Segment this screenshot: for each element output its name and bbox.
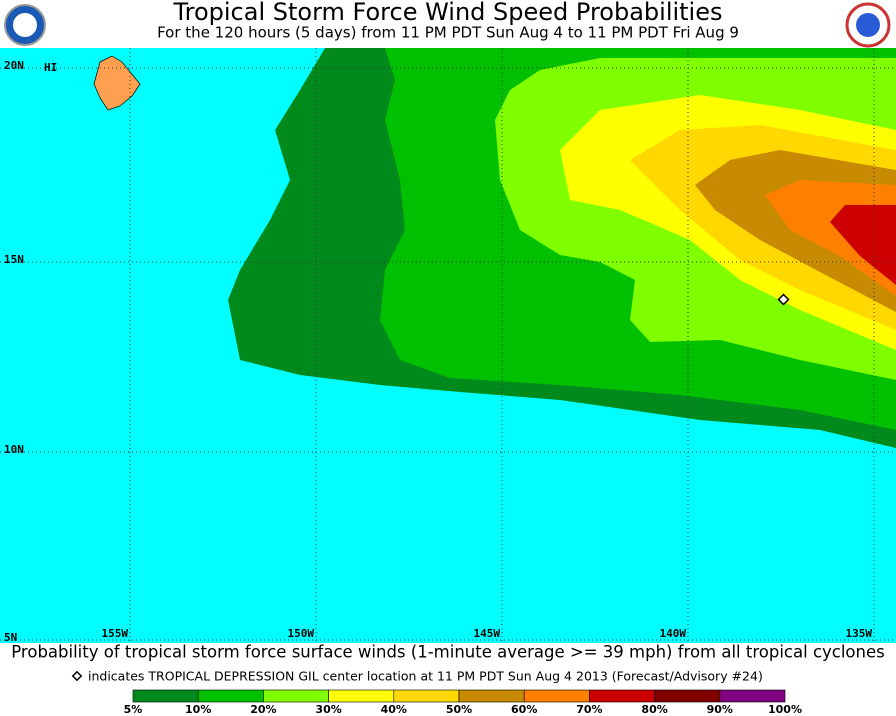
legend-swatch (197, 689, 264, 703)
lon-label: 145W (474, 627, 501, 640)
legend-swatch (654, 689, 721, 703)
legend-label: 100% (768, 703, 802, 716)
lon-label: 140W (660, 627, 687, 640)
legend-label: 10% (185, 703, 211, 716)
lat-label: 15N (4, 253, 24, 266)
legend-swatch (328, 689, 395, 703)
legend-swatch (393, 689, 460, 703)
caption: Probability of tropical storm force surf… (11, 643, 884, 662)
legend-label: 5% (124, 703, 143, 716)
legend-label: 30% (315, 703, 341, 716)
legend-swatch (263, 689, 329, 703)
legend: 5% 10% 20% 30% 40% 50% 60% 70% 80% 90% 100% (124, 689, 802, 716)
title: Tropical Storm Force Wind Speed Probabil… (172, 0, 722, 26)
logo (856, 13, 880, 37)
place-label: HI (44, 61, 57, 74)
lat-label: 20N (4, 59, 24, 72)
subtitle: For the 120 hours (5 days) from 11 PM PD… (157, 24, 739, 42)
grid (0, 48, 896, 643)
contour-70 (830, 205, 896, 285)
lon-label: 135W (846, 627, 873, 640)
legend-swatch (589, 689, 655, 703)
legend-label: 90% (707, 703, 733, 716)
map: HI (0, 48, 896, 643)
logo (13, 13, 37, 37)
lon-label: 155W (102, 627, 129, 640)
legend-label: 20% (250, 703, 276, 716)
legend-label: 40% (381, 703, 407, 716)
island (93, 55, 141, 111)
legend-label: 60% (511, 703, 537, 716)
legend-swatch (719, 689, 786, 703)
storm-center-marker (777, 293, 790, 306)
legend-label: 70% (576, 703, 602, 716)
lat-label: 5N (4, 631, 17, 644)
marker-note: indicates TROPICAL DEPRESSION GIL center… (88, 669, 763, 684)
legend-label: 50% (446, 703, 472, 716)
legend-marker (71, 670, 83, 682)
legend-swatch (132, 689, 199, 703)
legend-label: 80% (641, 703, 667, 716)
lat-label: 10N (4, 443, 24, 456)
noaa-logo (4, 4, 46, 46)
legend-swatch (458, 689, 525, 703)
lon-label: 150W (288, 627, 315, 640)
legend-swatch (523, 689, 590, 703)
nws-logo (845, 2, 891, 48)
